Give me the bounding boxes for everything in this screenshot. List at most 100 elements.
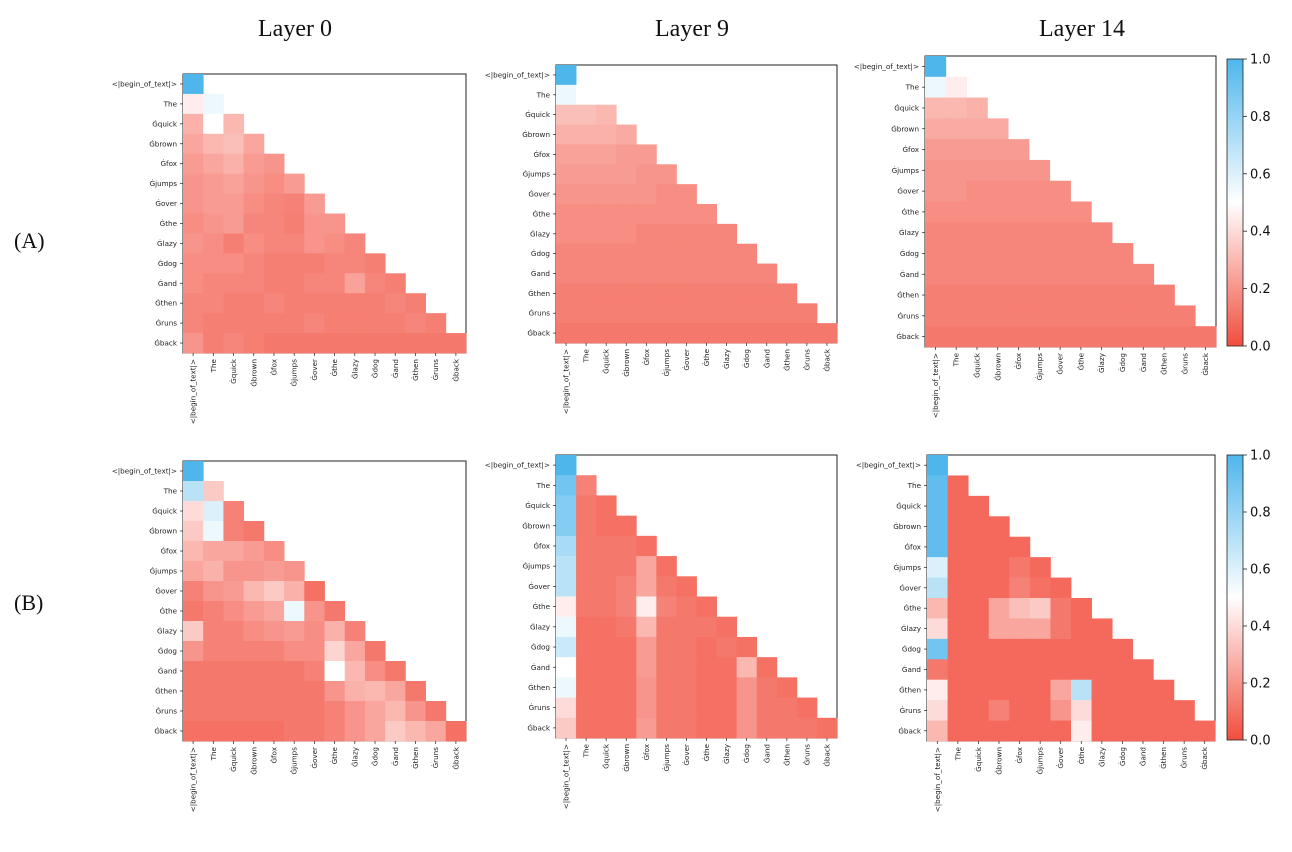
heatmap-cell bbox=[656, 697, 677, 719]
x-tick-label: Ġruns bbox=[1180, 747, 1189, 769]
heatmap-cell bbox=[183, 74, 204, 95]
heatmap-cell bbox=[203, 233, 224, 254]
x-tick-label: Ġdog bbox=[1118, 747, 1127, 766]
x-tick-label: Ġdog bbox=[1118, 353, 1127, 372]
heatmap-cell bbox=[1008, 180, 1030, 202]
heatmap-cell bbox=[616, 576, 637, 597]
y-tick-label: The bbox=[907, 481, 922, 490]
heatmap-cell bbox=[696, 204, 717, 225]
heatmap-cell bbox=[223, 541, 245, 562]
y-tick-label: Ġquick bbox=[152, 119, 178, 128]
colorbar-tick-label: 0.0 bbox=[1250, 340, 1271, 355]
heatmap-cell bbox=[966, 326, 988, 348]
heatmap-cell bbox=[223, 193, 245, 214]
heatmap-cell bbox=[1008, 201, 1030, 223]
x-tick-label: Ġand bbox=[762, 349, 771, 368]
heatmap-cell bbox=[183, 541, 204, 562]
y-tick-label: Ġruns bbox=[900, 706, 922, 715]
heatmap-cell bbox=[556, 495, 577, 517]
heatmap-cell bbox=[616, 204, 637, 225]
heatmap-cell bbox=[947, 659, 969, 681]
heatmap-cell bbox=[968, 638, 990, 660]
y-tick-label: Ġquick bbox=[894, 103, 920, 112]
heatmap-cell bbox=[223, 213, 245, 234]
y-tick-label: <|begin_of_text|> bbox=[485, 70, 550, 79]
heatmap-cell bbox=[556, 164, 577, 185]
heatmap-cell bbox=[945, 201, 967, 223]
heatmap-cell bbox=[636, 697, 657, 719]
heatmap-cell bbox=[988, 700, 1010, 721]
heatmap-cell bbox=[1050, 720, 1072, 742]
heatmap-cell bbox=[223, 313, 245, 334]
heatmap-cell bbox=[183, 293, 204, 314]
heatmap-cell bbox=[968, 495, 990, 517]
heatmap-cell bbox=[596, 576, 617, 597]
heatmap-cell bbox=[344, 293, 366, 314]
heatmap-cell bbox=[556, 636, 577, 658]
heatmap-cell bbox=[223, 113, 245, 135]
heatmap-cell bbox=[616, 243, 637, 264]
heatmap-cell bbox=[556, 717, 577, 739]
y-tick-label: Ġover bbox=[528, 190, 550, 199]
heatmap-cell bbox=[243, 601, 265, 622]
heatmap-cell bbox=[556, 576, 577, 597]
heatmap-cell bbox=[556, 616, 577, 638]
heatmap-cell bbox=[223, 253, 245, 274]
heatmap-cell bbox=[1091, 618, 1113, 640]
y-tick-label: Ġback bbox=[154, 727, 177, 736]
heatmap-cell bbox=[243, 661, 265, 682]
y-tick-label: Ġand bbox=[158, 279, 177, 288]
heatmap-cell bbox=[1173, 700, 1195, 721]
heatmap-cell bbox=[756, 263, 778, 284]
x-tick-label: Ġfox bbox=[1014, 352, 1023, 369]
heatmap-cell bbox=[925, 139, 947, 161]
colorbar-tick-label: 0.2 bbox=[1250, 677, 1271, 692]
heatmap-cell bbox=[927, 598, 948, 619]
x-tick-label: Ġover bbox=[310, 747, 319, 769]
heatmap-cell bbox=[968, 659, 990, 681]
heatmap-cell bbox=[968, 700, 990, 721]
heatmap-cell bbox=[1008, 139, 1030, 161]
heatmap-cell bbox=[966, 97, 988, 119]
heatmap-cell bbox=[636, 243, 657, 264]
heatmap-cell bbox=[776, 303, 798, 324]
heatmap-cell bbox=[203, 501, 224, 522]
heatmap-cell bbox=[304, 273, 325, 294]
heatmap-cell bbox=[556, 323, 577, 344]
heatmap-cell bbox=[263, 173, 285, 194]
heatmap-cell bbox=[324, 233, 346, 254]
heatmap-cell bbox=[945, 159, 967, 182]
heatmap-cell bbox=[987, 201, 1009, 223]
x-tick-label: Ġover bbox=[310, 359, 319, 381]
heatmap-cell bbox=[304, 601, 325, 622]
x-tick-label: Ġback bbox=[451, 746, 460, 769]
heatmap-cell bbox=[243, 213, 265, 234]
colorbar-1 bbox=[1226, 454, 1244, 741]
heatmap-cell bbox=[776, 283, 798, 304]
heatmap-cell bbox=[344, 273, 366, 294]
heatmap-cell bbox=[1153, 679, 1175, 701]
heatmap-cell bbox=[223, 501, 245, 522]
x-tick-label: Ġruns bbox=[802, 744, 811, 766]
heatmap-cell bbox=[1071, 659, 1092, 681]
heatmap-cell bbox=[636, 164, 657, 185]
heatmap-cell bbox=[1028, 305, 1051, 327]
heatmap-cell bbox=[1112, 638, 1134, 660]
heatmap-cell bbox=[987, 159, 1009, 182]
heatmap-cell bbox=[1132, 305, 1155, 327]
heatmap-cell bbox=[716, 616, 738, 638]
heatmap-cell bbox=[966, 222, 988, 244]
heatmap-cell bbox=[676, 717, 697, 739]
heatmap-cell bbox=[988, 638, 1010, 660]
y-tick-label: Ġfox bbox=[160, 159, 177, 168]
heatmap-cell bbox=[324, 621, 346, 642]
heatmap-cell bbox=[756, 657, 778, 678]
heatmap-cell bbox=[656, 616, 677, 638]
heatmap-cell bbox=[696, 697, 717, 719]
heatmap-cell bbox=[223, 133, 245, 155]
heatmap-cell bbox=[1050, 638, 1072, 660]
y-tick-label: Ġjumps bbox=[523, 170, 551, 179]
heatmap-cell bbox=[696, 717, 717, 739]
heatmap-cell bbox=[676, 636, 697, 658]
